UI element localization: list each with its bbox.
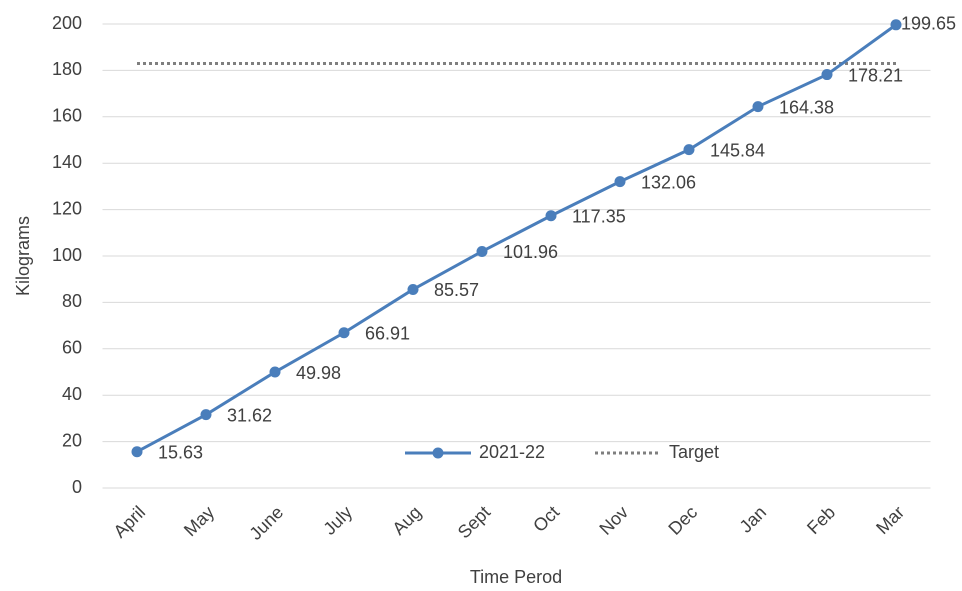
y-tick-label: 160 [52, 106, 82, 126]
x-tick-label: Jan [736, 502, 771, 537]
point [614, 176, 626, 188]
point [338, 327, 350, 339]
data-label: 117.35 [572, 206, 626, 226]
series-line [136, 23, 897, 454]
data-label: 164.38 [779, 97, 834, 117]
y-axis-title: Kilograms [13, 216, 33, 296]
data-label: 31.62 [227, 405, 272, 425]
y-tick-label: 0 [72, 477, 82, 497]
point [200, 409, 212, 421]
data-label: 85.57 [434, 280, 479, 300]
point [131, 446, 143, 458]
y-tick-label: 140 [52, 152, 82, 172]
y-tick-label: 80 [62, 291, 82, 311]
point [407, 283, 419, 295]
x-tick-label: Feb [803, 502, 839, 538]
x-tick-label: May [180, 502, 218, 540]
y-tick-label: 200 [52, 13, 82, 33]
legend-label: Target [669, 442, 719, 462]
data-label: 66.91 [365, 324, 410, 344]
x-tick-label: Oct [529, 502, 563, 536]
data-label: 49.98 [296, 363, 341, 383]
x-tick-label: Nov [595, 502, 632, 539]
x-tick-label: Mar [872, 502, 908, 538]
y-tick-label: 60 [62, 338, 82, 358]
point [752, 101, 764, 113]
y-tick-label: 180 [52, 59, 82, 79]
point [269, 366, 281, 378]
data-label: 178.21 [848, 65, 903, 85]
x-tick-label: Dec [664, 502, 701, 539]
legend-label: 2021-22 [479, 442, 545, 462]
y-tick-label: 100 [52, 245, 82, 265]
x-tick-label: July [319, 502, 356, 539]
x-tick-label: Aug [388, 502, 425, 539]
data-label: 101.96 [503, 242, 558, 262]
data-label: 145.84 [710, 140, 765, 160]
x-axis-title: Time Perod [470, 567, 562, 587]
data-label: 199.65 [901, 14, 956, 34]
point [545, 210, 557, 222]
point [890, 19, 902, 31]
y-tick-label: 40 [62, 384, 82, 404]
data-label: 132.06 [641, 172, 696, 192]
y-tick-label: 20 [62, 430, 82, 450]
point [476, 245, 488, 257]
x-tick-label: June [245, 502, 287, 544]
point [683, 144, 695, 156]
legend-marker [432, 447, 444, 459]
y-tick-label: 120 [52, 198, 82, 218]
x-tick-label: Sept [454, 502, 494, 542]
data-label: 15.63 [158, 442, 203, 462]
x-tick-label: April [110, 502, 150, 542]
point [821, 69, 833, 81]
